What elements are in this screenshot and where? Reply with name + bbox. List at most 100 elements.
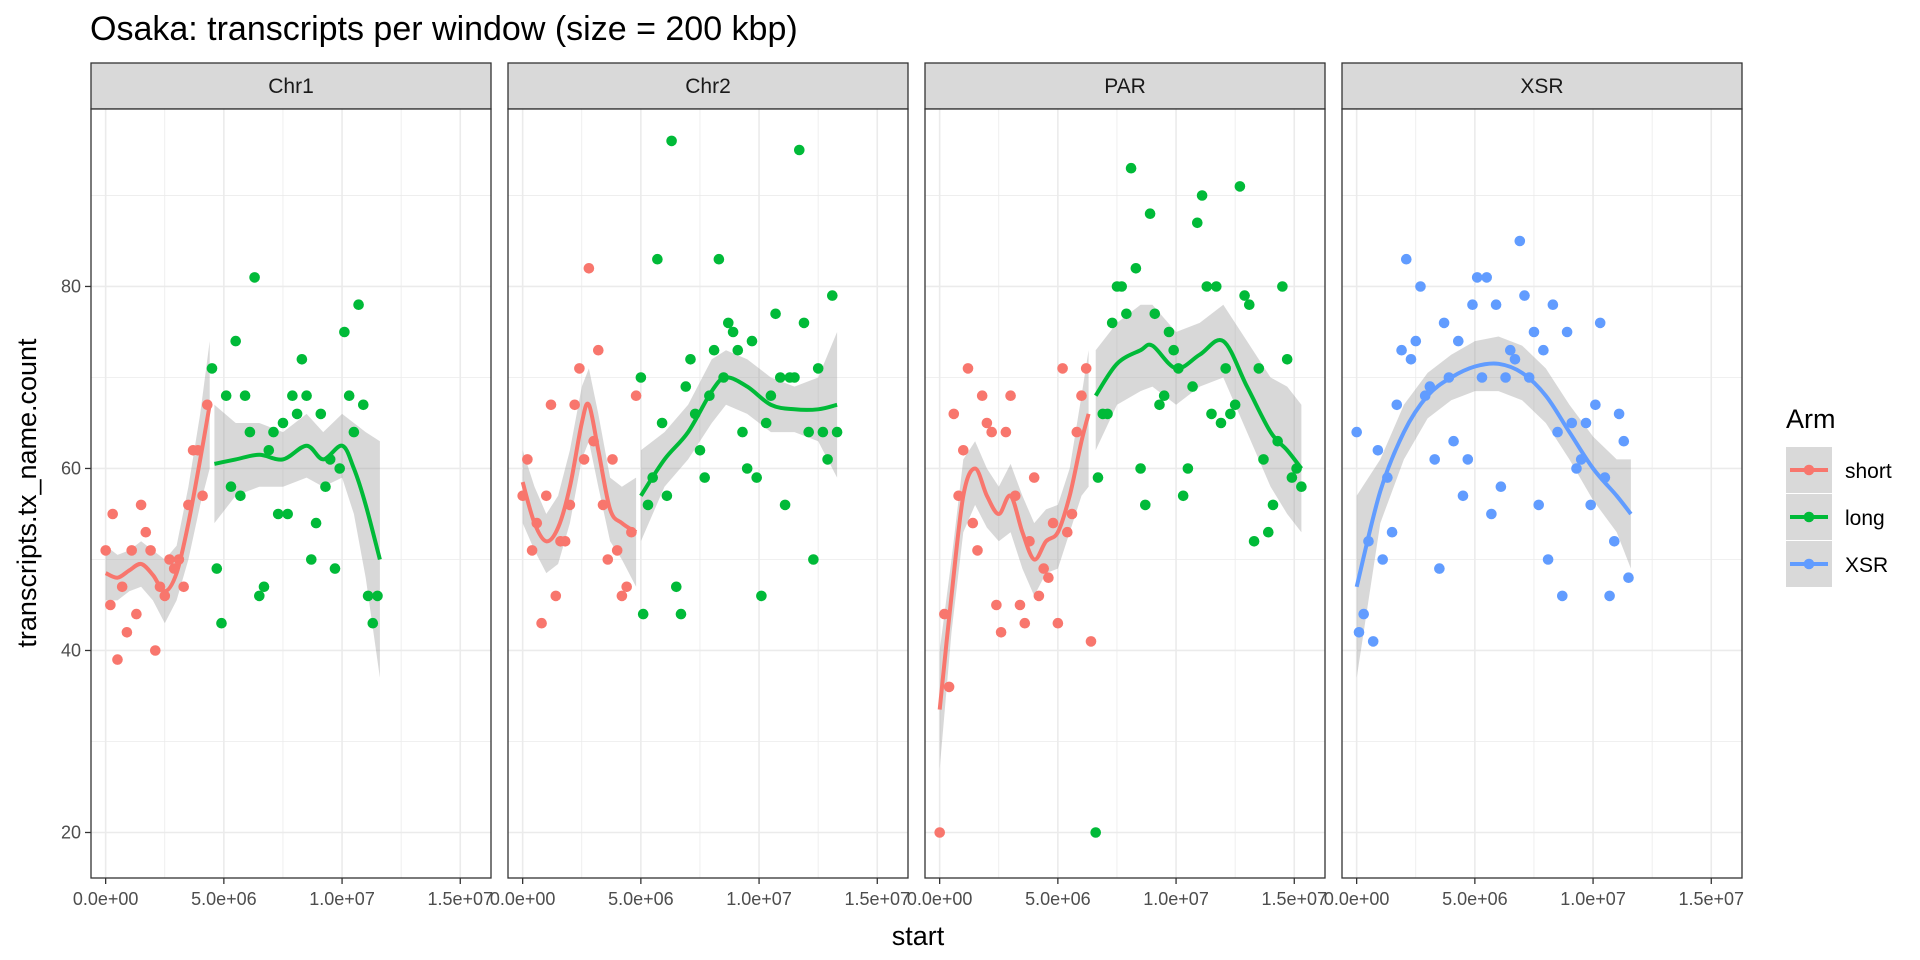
panel-border [90, 108, 492, 879]
data-point [1453, 335, 1464, 347]
data-point [1163, 326, 1175, 338]
y-axis-title: transcripts.tx_name.count [12, 338, 42, 648]
data-point [666, 135, 677, 147]
data-point [121, 627, 133, 638]
data-point [310, 517, 322, 529]
x-tick-label: 5.0e+06 [1025, 889, 1091, 909]
data-point [1267, 499, 1279, 511]
data-point [1130, 263, 1142, 274]
data-point [962, 363, 974, 374]
data-point [741, 463, 753, 474]
data-point [1038, 563, 1049, 574]
data-point [287, 390, 298, 402]
data-point [1149, 308, 1161, 320]
data-point [1028, 472, 1040, 483]
data-point [621, 581, 632, 593]
legend-item-xsr: XSR [1786, 541, 1888, 587]
data-point [358, 399, 369, 411]
x-tick-label: 5.0e+06 [191, 889, 257, 909]
data-point [642, 499, 654, 511]
data-point [637, 608, 649, 620]
data-point [1358, 608, 1369, 620]
facet-panel-par: PAR 0.0e+00 5.0e+06 1.0e+07 1.5e+07 [907, 62, 1327, 909]
data-point [541, 490, 552, 502]
data-point [1476, 372, 1488, 383]
smooth-line [1094, 337, 1303, 470]
x-axis-title: start [892, 921, 945, 951]
data-point [779, 499, 791, 511]
confidence-band [1095, 304, 1302, 533]
data-point [1505, 344, 1516, 356]
data-point [1187, 381, 1198, 392]
y-tick-label: 80 [61, 276, 81, 296]
data-point [220, 390, 232, 402]
chart-title: Osaka: transcripts per window (size = 20… [90, 10, 798, 48]
data-point [1192, 217, 1203, 229]
data-point [1019, 617, 1031, 629]
data-point [831, 426, 843, 438]
smooth-line [937, 413, 1091, 710]
data-point [1500, 372, 1511, 383]
data-point [1528, 326, 1540, 338]
smooth-line [520, 401, 638, 544]
data-point [225, 481, 237, 493]
data-point [1623, 572, 1634, 583]
data-point [972, 545, 983, 556]
data-point [116, 581, 128, 593]
data-point [1613, 408, 1625, 420]
data-point [258, 581, 270, 593]
x-tick-label: 0.0e+00 [490, 889, 556, 909]
facet-strip [507, 62, 909, 110]
x-tick-label: 1.5e+07 [844, 889, 910, 909]
plot-background [91, 109, 491, 878]
data-point [1486, 508, 1497, 520]
data-point [817, 426, 829, 438]
data-point [1396, 344, 1407, 356]
data-point [827, 290, 838, 301]
x-tick-label: 1.0e+07 [726, 889, 792, 909]
y-tick-label: 40 [61, 640, 81, 660]
data-point [348, 426, 360, 438]
series-short [934, 350, 1097, 838]
data-point [1566, 417, 1578, 429]
data-point [1457, 490, 1469, 502]
data-point [301, 390, 312, 402]
data-point [1258, 454, 1269, 465]
legend: Arm short long XSR [1786, 404, 1892, 587]
data-point [602, 554, 614, 565]
data-point [1158, 390, 1170, 402]
panel-border [1341, 108, 1743, 879]
data-point [353, 299, 364, 311]
data-point [329, 563, 341, 574]
data-point [1071, 426, 1083, 438]
legend-item-short: short [1786, 447, 1892, 493]
data-point [611, 545, 623, 556]
data-point [574, 363, 585, 374]
data-point [1182, 463, 1194, 474]
data-point [775, 372, 786, 383]
data-point [981, 417, 993, 429]
facet-panel-chr1: Chr1 0.0e+00 5.0e+06 1.0e+07 1.5e+07 20 40 60 80 [61, 62, 493, 909]
data-point [1154, 399, 1165, 411]
data-point [1462, 454, 1474, 465]
data-point [1401, 253, 1412, 265]
data-point [1263, 526, 1274, 538]
data-point [995, 627, 1007, 638]
data-point [126, 545, 137, 556]
data-point [291, 408, 303, 420]
smooth-line [214, 443, 382, 561]
data-point [211, 563, 223, 574]
data-point [770, 308, 781, 320]
data-point [675, 608, 687, 620]
data-point [1140, 499, 1151, 511]
data-point [150, 645, 161, 656]
data-point [178, 581, 189, 593]
data-point [1580, 417, 1592, 429]
facet-panel-chr2: Chr2 0.0e+00 5.0e+06 1.0e+07 1.5e+07 [490, 62, 910, 909]
data-point [1047, 517, 1059, 529]
data-point [578, 454, 590, 465]
data-point [1168, 344, 1179, 356]
data-point [1135, 463, 1146, 474]
data-point [253, 590, 265, 602]
